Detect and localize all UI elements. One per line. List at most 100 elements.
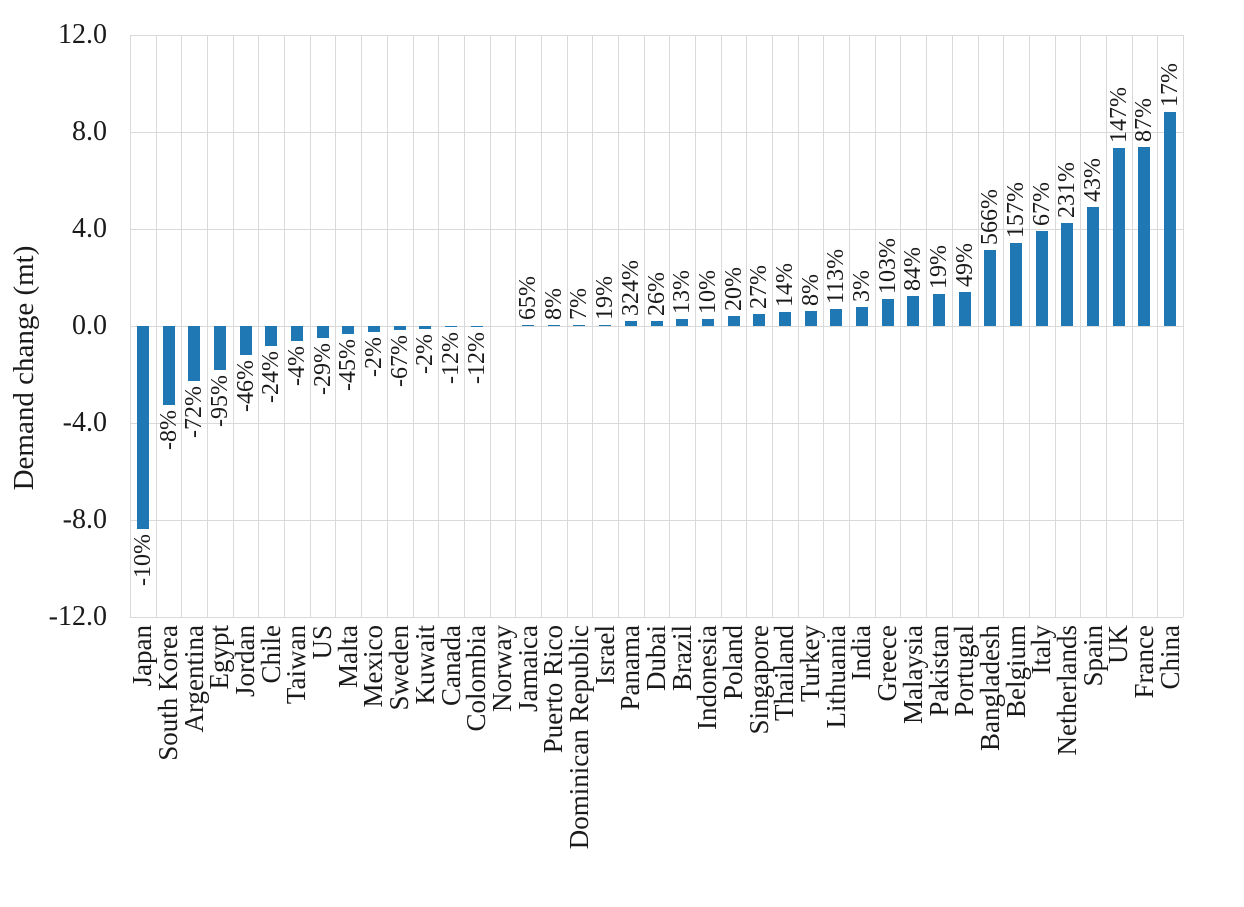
category-label: Indonesia (692, 625, 722, 730)
bar-puerto-rico (548, 325, 560, 326)
bar-malta (342, 326, 354, 334)
bar-india (856, 307, 868, 326)
gridline-vertical (207, 35, 208, 617)
gridline-vertical (361, 35, 362, 617)
bar-value-label: 3% (849, 270, 875, 302)
gridline-vertical (438, 35, 439, 617)
bar-value-label: -12% (438, 332, 464, 384)
bar-value-label: -29% (310, 343, 336, 395)
bar-value-label: -72% (181, 386, 207, 438)
bar-value-label: 10% (695, 270, 721, 314)
bar-value-label: 87% (1131, 98, 1157, 142)
bar-value-label: 19% (926, 245, 952, 289)
gridline-vertical (798, 35, 799, 617)
bar-value-label: 67% (1029, 182, 1055, 226)
gridline-vertical (258, 35, 259, 617)
category-label: Bangladesh (975, 625, 1005, 751)
gridline-vertical (233, 35, 234, 617)
bar-value-label: 27% (746, 265, 772, 309)
gridline-vertical (849, 35, 850, 617)
bar-belgium (1010, 243, 1022, 326)
y-axis-title: Demand change (mt) (8, 245, 40, 491)
bar-china (1164, 112, 1176, 326)
bar-value-label: 103% (875, 238, 901, 294)
gridline-horizontal (130, 326, 1183, 327)
bar-egypt (214, 326, 226, 370)
bar-value-label: 65% (515, 276, 541, 320)
category-label: Dominican Republic (564, 625, 594, 850)
gridline-horizontal (130, 229, 1183, 230)
bar-jamaica (522, 325, 534, 326)
bar-pakistan (933, 294, 945, 326)
y-axis-tick-label: 0.0 (72, 310, 107, 341)
bar-value-label: -10% (130, 534, 156, 586)
bar-panama (625, 321, 637, 326)
bar-value-label: 157% (1003, 182, 1029, 238)
gridline-vertical (1055, 35, 1056, 617)
bar-lithuania (830, 309, 842, 326)
category-label: Portugal (949, 625, 979, 717)
gridline-vertical (926, 35, 927, 617)
category-label: US (307, 625, 337, 660)
category-label: Kuwait (410, 625, 440, 705)
bar-value-label: 231% (1054, 162, 1080, 218)
gridline-horizontal (130, 132, 1183, 133)
bar-poland (728, 316, 740, 326)
gridline-vertical (592, 35, 593, 617)
category-label: Dubai (641, 625, 671, 691)
gridline-vertical (1106, 35, 1107, 617)
category-label: Norway (487, 625, 517, 712)
category-label: Turkey (795, 625, 825, 703)
y-axis-tick-label: -4.0 (62, 407, 107, 438)
bar-turkey (805, 311, 817, 326)
bar-value-label: 84% (900, 247, 926, 291)
bar-value-label: -8% (156, 410, 182, 450)
bar-brazil (676, 319, 688, 326)
gridline-vertical (900, 35, 901, 617)
bar-value-label: 113% (823, 248, 849, 304)
bar-chile (265, 326, 277, 346)
bar-mexico (368, 326, 380, 332)
bar-value-label: -46% (233, 360, 259, 412)
bar-value-label: -67% (387, 335, 413, 387)
bar-value-label: -12% (464, 332, 490, 384)
category-label: Colombia (461, 625, 491, 732)
bar-us (317, 326, 329, 338)
gridline-vertical (669, 35, 670, 617)
bar-value-label: 19% (592, 276, 618, 320)
gridline-vertical (156, 35, 157, 617)
bar-value-label: 13% (669, 270, 695, 314)
category-label: Greece (872, 625, 902, 702)
gridline-horizontal (130, 423, 1183, 424)
category-label: Malaysia (898, 625, 928, 724)
bar-uk (1113, 148, 1125, 326)
gridline-vertical (567, 35, 568, 617)
gridline-vertical (335, 35, 336, 617)
gridline-vertical (515, 35, 516, 617)
bar-indonesia (702, 319, 714, 326)
y-axis-tick-label: 4.0 (72, 213, 107, 244)
category-label: UK (1103, 625, 1133, 664)
category-label: Netherlands (1052, 625, 1082, 756)
bar-value-label: 8% (541, 288, 567, 320)
bar-singapore (753, 314, 765, 326)
category-label: Thailand (769, 625, 799, 721)
category-label: Puerto Rico (538, 625, 568, 754)
gridline-vertical (284, 35, 285, 617)
bar-argentina (188, 326, 200, 381)
category-label: Mexico (358, 625, 388, 708)
gridline-vertical (1157, 35, 1158, 617)
bar-value-label: 7% (566, 288, 592, 320)
bar-value-label: -4% (284, 346, 310, 386)
bar-netherlands (1061, 223, 1073, 326)
gridline-vertical (181, 35, 182, 617)
category-label: Poland (718, 625, 748, 701)
gridline-vertical (721, 35, 722, 617)
y-axis-tick-label: 8.0 (72, 116, 107, 147)
bar-spain (1087, 207, 1099, 326)
category-label: Italy (1026, 625, 1056, 675)
bar-value-label: -2% (361, 337, 387, 377)
gridline-vertical (1003, 35, 1004, 617)
bar-colombia (471, 326, 483, 327)
